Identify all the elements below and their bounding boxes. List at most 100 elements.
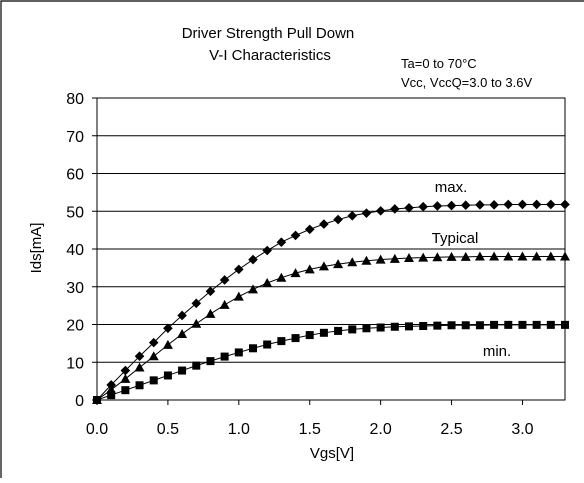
data-point-min [149,376,158,385]
data-point-typical [191,318,202,328]
condition-text-1: Ta=0 to 70°C [401,56,477,71]
data-point-typical [503,251,514,261]
data-point-typical [531,251,542,261]
data-point-min [433,321,442,330]
data-point-typical [432,252,443,262]
data-point-max [489,200,499,210]
data-point-min [249,344,257,353]
data-point-min [475,321,484,330]
data-point-typical [560,251,570,261]
data-point-min [561,320,569,329]
data-point-min [192,361,201,370]
x-tick-label: 2.5 [440,421,462,438]
data-point-min [362,324,371,333]
data-point-max [262,245,272,256]
data-point-max [361,208,372,218]
data-point-max [531,199,542,210]
data-point-max [276,237,287,248]
data-point-max [248,254,258,265]
data-point-min [447,321,456,330]
data-point-max [560,199,570,210]
data-point-max [205,286,216,297]
data-point-min [220,352,229,361]
data-point-min [206,357,215,366]
data-point-min [504,320,513,329]
data-point-max [418,201,428,212]
data-point-typical [248,284,258,294]
data-point-min [93,396,101,404]
data-point-typical [361,255,372,265]
series-label-typical: Typical [432,230,479,247]
x-tick-label: 3.0 [511,421,533,438]
data-point-max [148,337,159,348]
condition-text-2: Vcc, VccQ=3.0 to 3.6V [401,75,532,90]
data-point-typical [148,351,159,361]
y-tick-label: 40 [66,242,84,259]
data-point-min [305,331,314,340]
data-point-typical [162,339,173,349]
data-point-max [404,203,414,213]
data-point-min [348,325,357,334]
data-point-typical [177,328,188,338]
data-point-max [546,199,556,210]
data-point-max [475,200,485,210]
data-point-min [291,334,300,343]
data-point-min [334,326,343,335]
data-point-typical [333,259,344,269]
data-point-min [461,321,470,330]
y-tick-label: 50 [66,204,84,221]
data-point-max [446,200,457,211]
data-point-typical [517,251,528,261]
series-line-typical [96,256,565,401]
y-tick-label: 0 [75,393,84,410]
data-point-min [107,391,116,400]
data-point-max [304,224,315,235]
data-point-min [532,320,541,329]
series-line-min [96,324,565,401]
data-point-min [419,322,428,331]
data-point-min [234,348,243,357]
x-tick-label: 2.0 [370,421,392,438]
data-point-typical [304,264,315,274]
data-point-typical [474,251,485,261]
y-tick-label: 30 [66,280,84,297]
data-point-max [460,200,471,211]
y-axis-label: Ids[mA] [28,223,45,274]
axis-layer: 0 10 20 30 40 50 60 70 80 0.0 0.5 1.0 1.5 2.0 2.5 3.0 [66,91,533,438]
y-tick-label: 20 [66,318,84,335]
chart-title-line2: V-I Characteristics [209,47,331,64]
data-point-max [503,199,514,210]
y-tick-label: 60 [66,167,84,184]
data-point-max [191,298,202,309]
data-point-min [405,322,413,331]
data-point-max [375,206,386,216]
data-point-max [290,230,301,241]
data-point-max [234,264,244,275]
data-point-max [120,365,131,376]
data-point-min [121,386,130,395]
series-label-layer: max. Typical min. [432,179,512,360]
data-point-typical [120,373,131,383]
data-point-min [490,320,499,329]
series-label-max: max. [435,179,468,196]
data-point-min [263,340,272,349]
data-point-max [333,214,343,225]
data-point-min [178,366,187,375]
y-tick-label: 70 [66,129,84,146]
data-point-typical [219,299,230,309]
data-point-typical [404,253,414,263]
data-point-max [134,351,145,362]
y-tick-label: 80 [66,91,84,108]
data-point-typical [489,251,500,261]
data-point-typical [446,251,457,261]
data-point-typical [375,254,386,264]
grid-layer [96,97,566,401]
data-point-typical [389,253,400,263]
data-point-min [546,320,555,329]
data-point-typical [233,291,244,301]
chart-title-line1: Driver Strength Pull Down [182,25,355,42]
data-point-max [319,219,329,229]
